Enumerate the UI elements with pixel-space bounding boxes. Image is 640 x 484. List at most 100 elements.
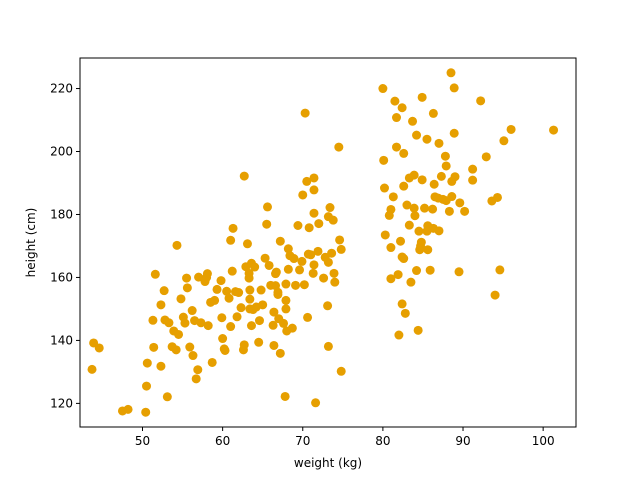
data-point (416, 237, 426, 247)
data-point (412, 266, 422, 276)
data-point (299, 280, 309, 290)
data-point (450, 172, 460, 182)
data-point (191, 374, 201, 384)
data-point (481, 152, 491, 162)
data-point (378, 84, 388, 94)
data-point (429, 179, 439, 189)
data-point (336, 366, 346, 376)
data-point (386, 274, 396, 284)
data-point (281, 279, 291, 289)
data-point (218, 334, 228, 344)
data-point (164, 318, 174, 328)
data-point (388, 192, 398, 202)
data-point (399, 181, 409, 191)
data-point (275, 348, 285, 358)
data-point (436, 171, 446, 181)
data-point (281, 304, 291, 314)
data-point (245, 285, 255, 295)
data-point (476, 96, 486, 106)
data-point (149, 342, 159, 352)
data-point (162, 392, 172, 402)
y-tick-label: 140 (50, 333, 73, 347)
y-tick-label: 200 (50, 145, 73, 159)
data-point (334, 142, 344, 152)
data-point (141, 407, 151, 417)
data-point (495, 265, 505, 275)
data-point (409, 203, 419, 213)
data-point (393, 270, 403, 280)
data-point (314, 219, 324, 229)
data-point (468, 175, 478, 185)
data-point (234, 288, 244, 298)
data-point (245, 294, 255, 304)
data-point (222, 286, 232, 296)
data-point (549, 125, 559, 135)
y-tick-label: 120 (50, 396, 73, 410)
data-point (422, 134, 432, 144)
data-point (156, 361, 166, 371)
data-point (239, 171, 249, 181)
data-point (454, 267, 464, 277)
data-point (210, 295, 220, 305)
data-point (468, 164, 478, 174)
data-point (196, 318, 206, 328)
data-point (309, 208, 319, 218)
data-point (313, 246, 323, 256)
data-point (302, 176, 312, 186)
data-point (397, 103, 407, 113)
data-point (226, 322, 236, 332)
data-point (311, 398, 321, 408)
x-tick-label: 70 (295, 434, 310, 448)
x-axis-label: weight (kg) (294, 456, 362, 470)
data-point (123, 404, 133, 414)
data-point (492, 192, 502, 202)
data-point (325, 203, 335, 213)
data-point (390, 96, 400, 106)
data-point (308, 268, 318, 278)
data-point (336, 244, 346, 254)
data-point (399, 148, 409, 158)
data-point (217, 313, 227, 323)
data-point (412, 130, 422, 140)
data-point (434, 226, 444, 236)
data-point (269, 307, 279, 317)
data-point (239, 340, 249, 350)
data-point (293, 221, 303, 230)
data-point (425, 265, 435, 275)
data-point (297, 256, 307, 266)
data-point (188, 351, 198, 361)
data-point (176, 294, 186, 304)
data-point (444, 206, 454, 216)
data-point (260, 253, 270, 263)
data-point (193, 365, 203, 375)
data-point (87, 364, 97, 374)
data-point (323, 341, 333, 351)
x-axis: 50 60 70 80 90 100 (135, 427, 555, 448)
data-point (460, 206, 470, 216)
data-point (402, 200, 412, 210)
data-point (499, 136, 509, 146)
data-point (335, 235, 345, 245)
data-point (182, 273, 192, 283)
data-point (449, 83, 459, 93)
data-point (142, 381, 152, 391)
data-point (380, 230, 390, 240)
data-point (287, 323, 297, 333)
data-point (309, 185, 319, 195)
data-point (254, 316, 264, 326)
data-point (409, 170, 419, 180)
x-tick-label: 80 (375, 434, 390, 448)
data-point (269, 340, 279, 350)
data-point (449, 128, 459, 138)
data-point (329, 268, 339, 278)
data-point (228, 223, 238, 233)
data-point (295, 265, 305, 275)
data-point (506, 124, 516, 134)
x-tick-label: 50 (135, 434, 150, 448)
data-point (309, 173, 319, 183)
data-point (171, 345, 181, 355)
y-axis-label: height (cm) (24, 208, 38, 278)
data-point (212, 284, 222, 294)
